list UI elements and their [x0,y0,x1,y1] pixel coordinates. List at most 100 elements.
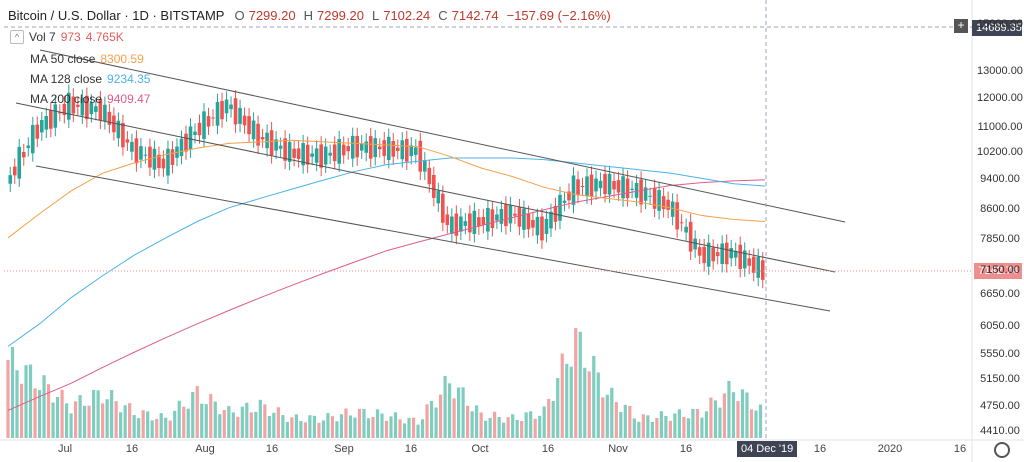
volume-bar [434,407,438,438]
candle-body [143,154,148,156]
candle-body [720,243,724,265]
volume-bar [668,420,672,438]
candle-body [39,120,44,133]
volume-bar [64,403,69,438]
candle-body [71,96,76,114]
legend-vol[interactable]: ^ Vol 7 973 4.765K [10,30,124,44]
candle-body [499,208,504,224]
gear-icon[interactable] [994,442,1010,458]
candle-body [544,218,549,234]
candle-body [571,175,576,205]
volume-bar [758,404,763,438]
candle-body [576,179,580,195]
volume-bar [28,364,33,438]
volume-bar [470,411,474,438]
candle-body [535,216,540,236]
candle-body [130,141,134,152]
volume-bar [141,410,145,438]
candle-body [477,217,481,227]
legend-ma128[interactable]: MA 128 close 9234.35 [30,72,150,86]
candle-body [540,216,544,241]
volume-bar [691,408,695,438]
volume-bar [73,401,78,438]
volume-bar [754,410,758,438]
add-alert-button[interactable]: + [954,19,968,33]
candle-body [184,133,188,152]
candle-body [715,252,720,257]
candle-body [657,190,661,211]
volume-bar [565,363,569,438]
volume-bar [466,405,470,438]
volume-bar [389,416,393,438]
candle-body [580,185,585,188]
price-tick-label: 15000.00 [977,17,1023,30]
close-label: C [438,8,448,23]
channel-middle-line [15,102,836,273]
volume-bar [195,386,199,438]
candle-body [94,106,98,112]
volume-bar [547,398,551,438]
collapse-icon[interactable]: ^ [10,30,24,44]
legend-ma50[interactable]: MA 50 close 8300.59 [30,52,144,66]
candle-body [44,116,49,130]
channel-lower-line [35,165,831,312]
candle-body [760,260,765,280]
volume-bar [10,346,15,438]
volume-bar [484,420,488,438]
volume-bar [191,391,195,438]
candle-body [373,138,378,158]
price-tick-label: 5150.00 [980,373,1020,386]
candle-body [107,111,112,125]
volume-bar [263,404,267,438]
volume-bar [312,415,317,438]
volume-bar [46,384,51,438]
volume-bar [713,400,718,438]
volume-bar [722,393,727,438]
volume-bar [574,328,578,438]
candle-body [549,211,553,229]
candle-body [323,146,328,165]
time-tick-label: Nov [608,443,628,455]
volume-bar [60,389,64,438]
time-tick-label: 16 [265,443,279,455]
candle-body [8,175,13,184]
candle-body [166,148,170,176]
legend-ma200[interactable]: MA 200 close 9409.47 [30,92,150,106]
legend-name: MA 50 close [30,52,96,66]
candle-body [630,188,634,191]
volume-bar [605,394,609,438]
volume-bar [236,416,240,438]
candle-body [526,213,531,230]
symbol-title[interactable]: Bitcoin / U.S. Dollar · 1D · BITSTAMP [8,8,225,23]
volume-bar [686,418,690,438]
candle-body [157,154,161,169]
volume-bar [596,372,600,438]
volume-bar [15,370,19,438]
candle-body [454,213,459,236]
volume-bar [299,421,303,438]
volume-bar [641,414,645,438]
candle-body [386,136,391,161]
candle-body [495,214,499,221]
price-tick-label: 13000.00 [977,65,1023,78]
volume-bar [173,410,177,438]
candle-body [486,208,490,232]
candle-body [445,214,450,225]
candle-body [17,146,22,179]
candle-body [395,147,400,151]
volume-bar [637,421,641,438]
candle-body [269,130,274,156]
candle-body [643,187,648,201]
volume-bar [659,411,663,438]
candle-body [517,207,522,227]
volume-bar [411,417,416,438]
candle-body [751,256,756,273]
volume-bar [258,399,262,438]
volume-bar [619,411,623,438]
candle-body [697,247,702,256]
volume-bar [578,331,582,438]
volume-bar [511,414,515,438]
time-tick-label: 16 [813,443,827,455]
